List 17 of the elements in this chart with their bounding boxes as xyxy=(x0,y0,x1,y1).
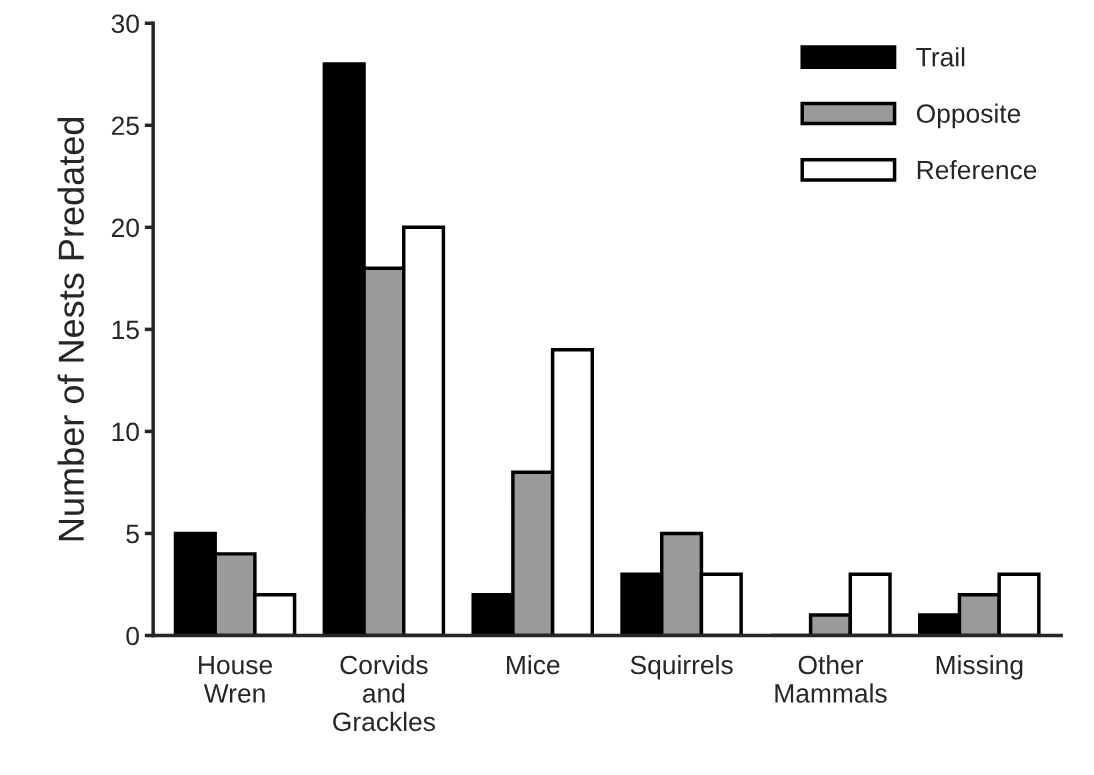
y-tick-label: 25 xyxy=(111,116,139,136)
y-tick-label: 20 xyxy=(111,218,139,238)
y-tick-label: 5 xyxy=(126,524,139,544)
x-tick-label: Corvids and Grackles xyxy=(333,654,435,732)
y-tick-label: 30 xyxy=(111,14,139,34)
x-tick-label: House Wren xyxy=(199,655,272,703)
y-axis-title: Number of Nests Predated xyxy=(57,117,85,541)
x-tick-label: Missing xyxy=(936,654,1023,680)
legend-label: Trail xyxy=(916,47,965,67)
legend-label: Reference xyxy=(917,159,1037,180)
x-tick-label: Squirrels xyxy=(630,654,733,680)
y-tick-label: 0 xyxy=(126,626,139,646)
x-tick-label: Other Mammals xyxy=(775,654,887,703)
x-tick-label: Mice xyxy=(507,654,560,675)
legend-label: Opposite xyxy=(916,103,1021,129)
y-tick-label: 15 xyxy=(112,320,139,340)
y-tick-label: 10 xyxy=(112,422,139,442)
